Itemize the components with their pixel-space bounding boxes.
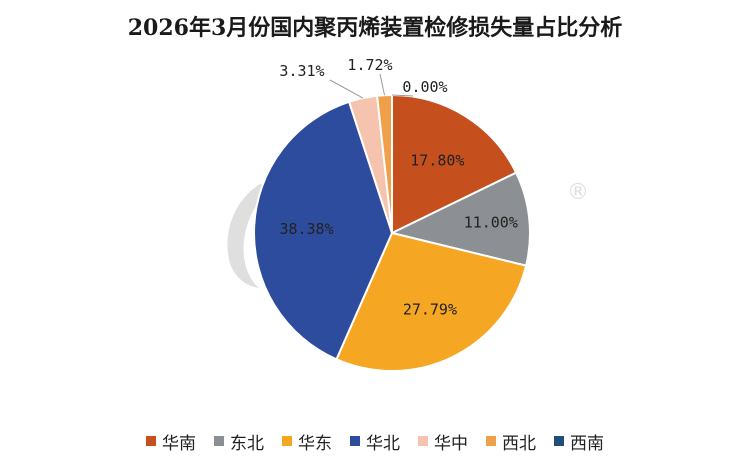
legend-item-3: 华北: [350, 429, 400, 454]
legend-swatch-5: [486, 436, 496, 446]
chart-title: 2026年3月份国内聚丙烯装置检修损失量占比分析: [127, 15, 623, 41]
legend-label-6: 西南: [570, 433, 604, 454]
legend-label-3: 华北: [366, 433, 400, 454]
legend-swatch-6: [554, 436, 564, 446]
legend-swatch-2: [282, 436, 292, 446]
slice-label-6: 0.00%: [402, 78, 447, 96]
legend-label-2: 华东: [298, 433, 332, 454]
slice-label-2: 27.79%: [403, 301, 457, 319]
legend-label-5: 西北: [502, 433, 536, 454]
chart-legend: 华南 东北 华东 华北 华中 西北 西南: [0, 428, 750, 454]
legend-item-6: 西南: [554, 429, 604, 454]
legend-label-4: 华中: [434, 433, 468, 454]
legend-item-4: 华中: [418, 429, 468, 454]
legend-item-0: 华南: [146, 429, 196, 454]
pie-slice-2: [335, 231, 528, 372]
legend-item-5: 西北: [486, 429, 536, 454]
legend-swatch-0: [146, 436, 156, 446]
leader-line-4: [329, 79, 364, 99]
legend-swatch-3: [350, 436, 360, 446]
slice-label-0: 17.80%: [410, 151, 464, 169]
slice-label-1: 11.00%: [464, 213, 518, 231]
leader-line-6: [391, 94, 414, 97]
leader-line-5: [379, 73, 386, 96]
legend-item-2: 华东: [282, 429, 332, 454]
pie-slice-3: [253, 100, 394, 361]
legend-label-0: 华南: [162, 433, 196, 454]
slice-label-3: 38.38%: [279, 220, 333, 238]
pie-slice-1: [389, 171, 531, 267]
legend-swatch-4: [418, 436, 428, 446]
slice-label-4: 3.31%: [279, 62, 324, 80]
slice-label-5: 1.72%: [347, 56, 392, 74]
legend-label-1: 东北: [230, 433, 264, 454]
legend-item-1: 东北: [214, 429, 264, 454]
legend-swatch-1: [214, 436, 224, 446]
